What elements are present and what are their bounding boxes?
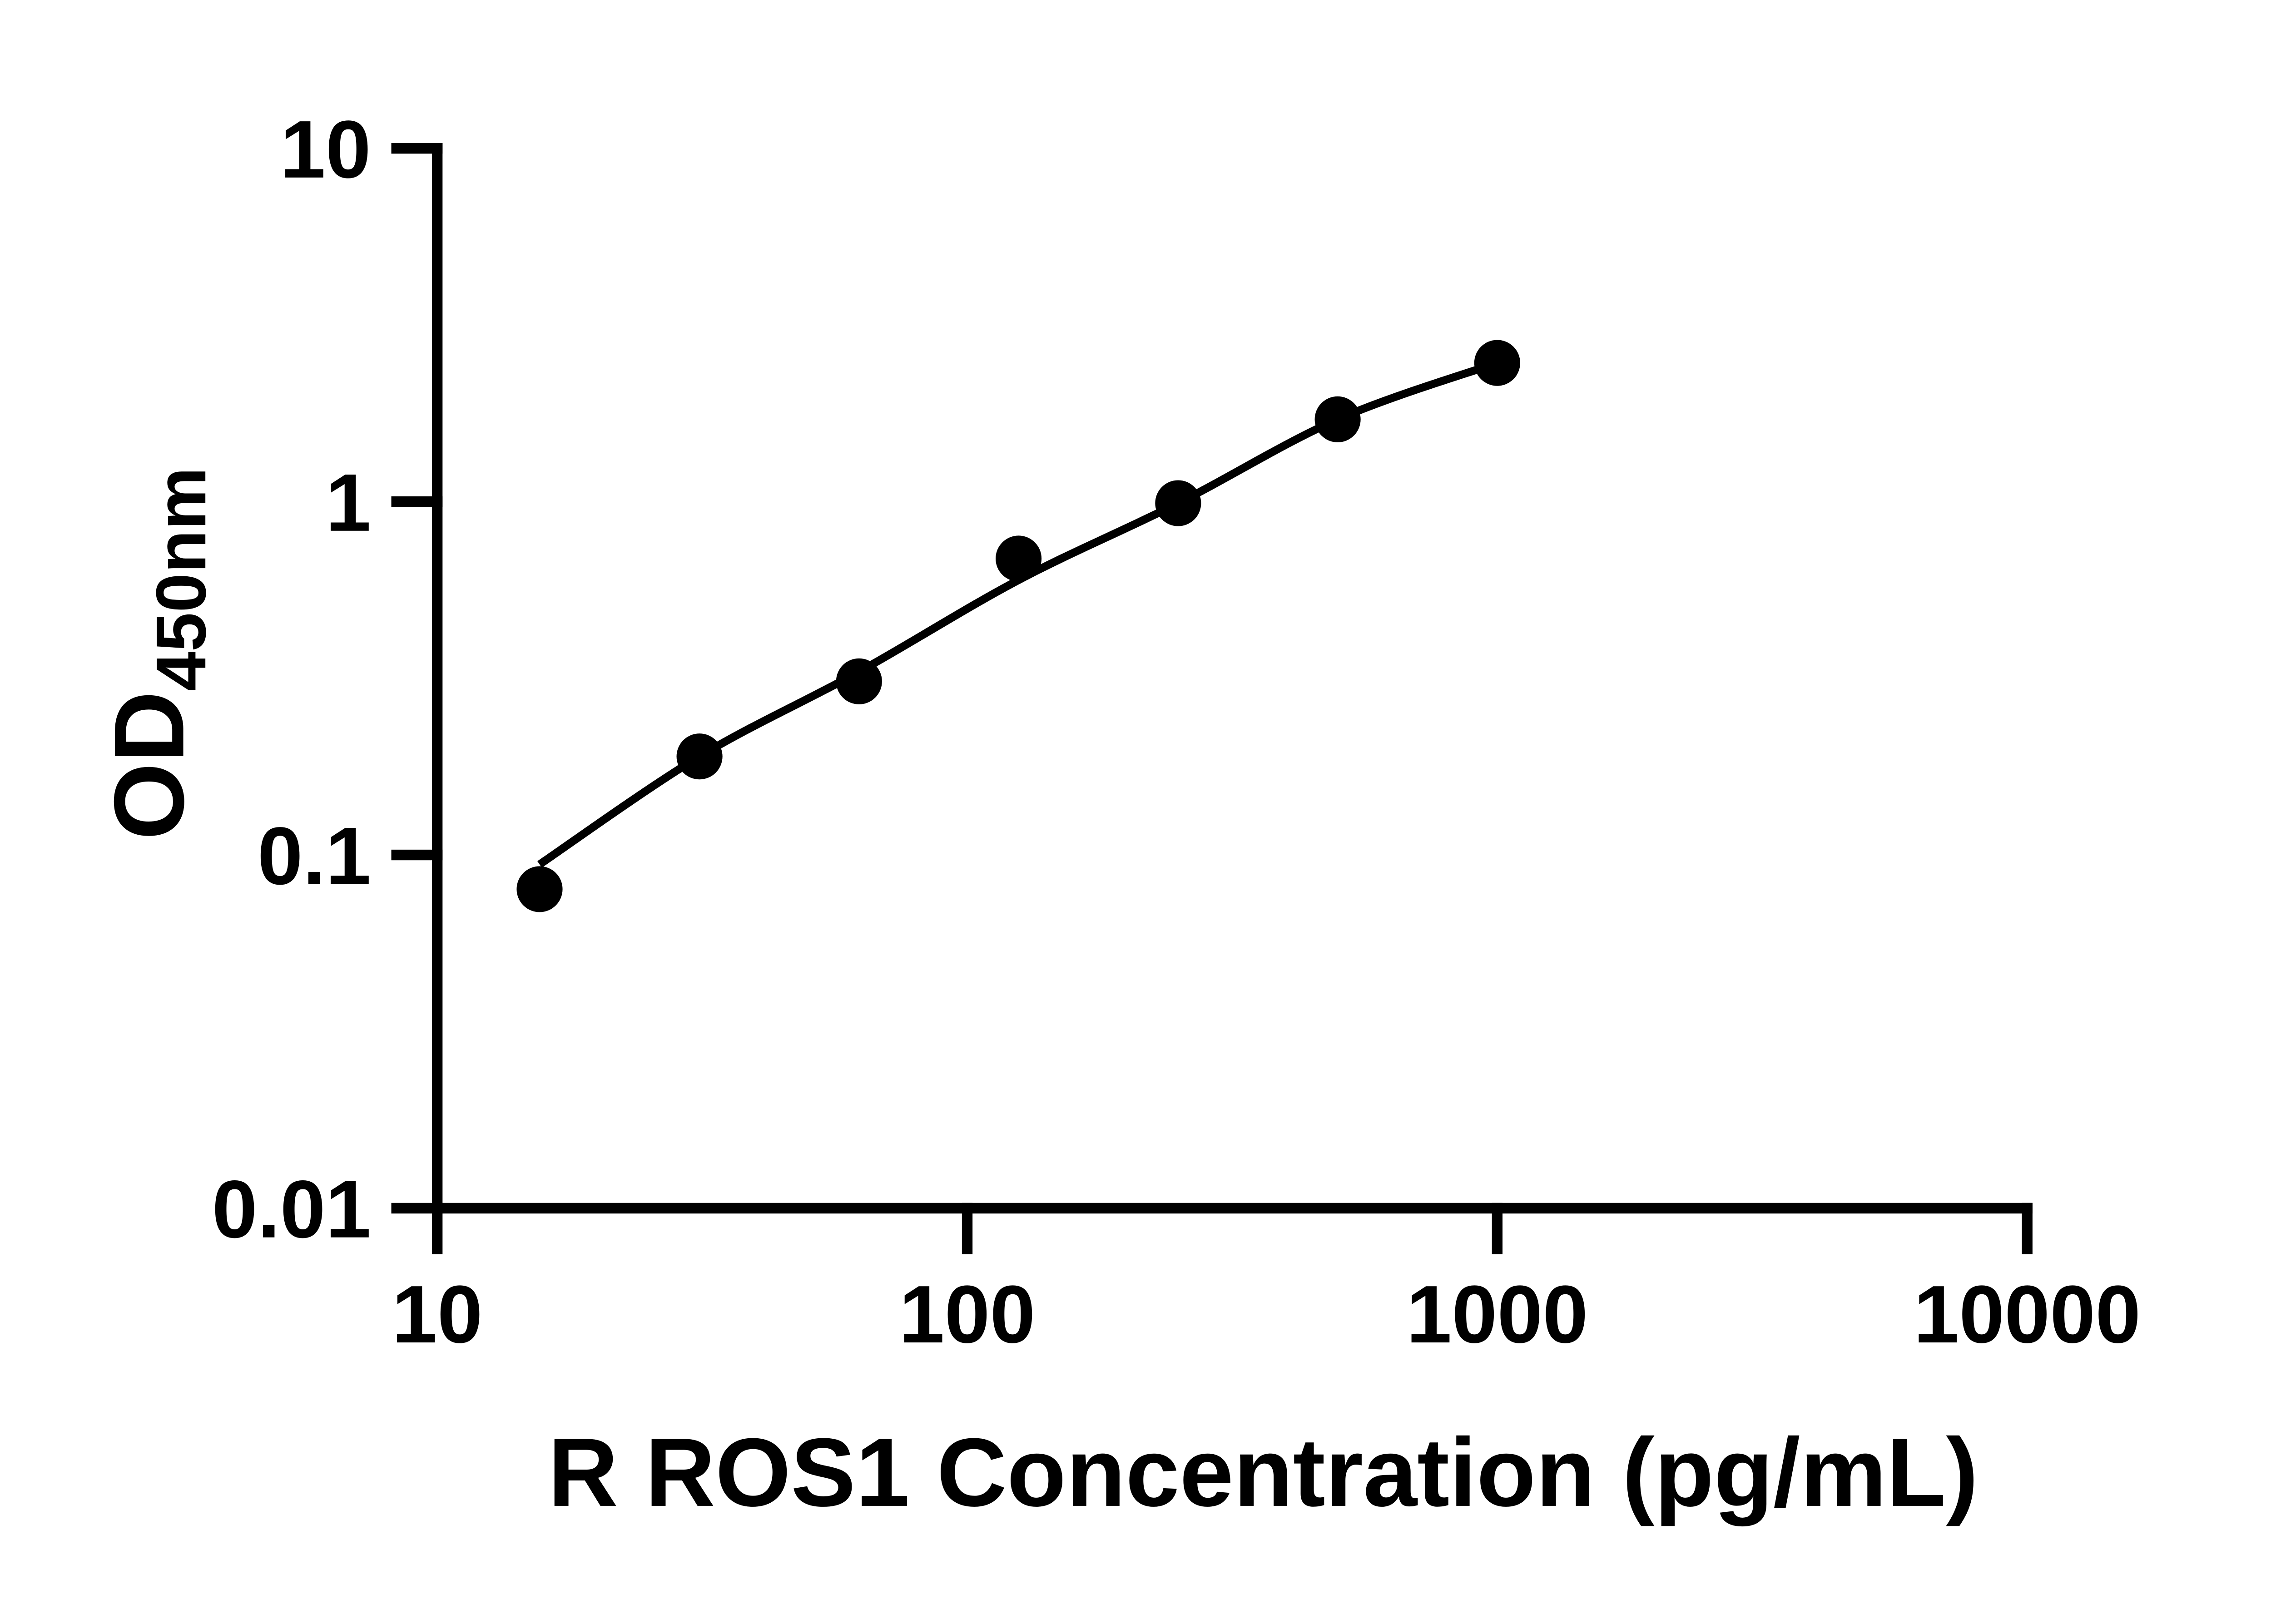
y-axis-title-sub: 450nm <box>141 467 220 691</box>
x-axis-title: R ROS1 Concentration (pg/mL) <box>548 1418 1978 1527</box>
y-axis-title: OD450nm <box>94 467 221 840</box>
x-tick-label: 100 <box>899 1269 1035 1360</box>
data-point <box>1155 480 1201 526</box>
data-point <box>996 535 1042 582</box>
y-axis-title-main: OD <box>94 691 205 840</box>
x-tick-label: 1000 <box>1406 1269 1588 1360</box>
y-tick-label: 1 <box>326 457 371 549</box>
x-tick-label: 10 <box>392 1269 483 1360</box>
y-tick-label: 10 <box>280 104 371 195</box>
data-point <box>676 733 723 780</box>
axes-group <box>431 143 2033 1214</box>
fit-curve-group <box>537 359 1499 868</box>
data-series-group <box>516 340 1520 912</box>
data-point <box>516 866 563 912</box>
data-point <box>1314 396 1361 442</box>
y-tick-label: 0.1 <box>258 811 371 902</box>
fit-curve <box>537 359 1499 868</box>
ticks-group <box>391 143 2033 1254</box>
data-point <box>836 658 882 704</box>
data-point <box>1474 340 1520 386</box>
elisa-standard-curve-figure: 10 1 0.1 0.01 10 100 1000 10000 R ROS1 Concentr… <box>94 104 2141 1527</box>
y-tick-label: 0.01 <box>212 1164 371 1255</box>
x-tick-label: 10000 <box>1914 1269 2141 1360</box>
